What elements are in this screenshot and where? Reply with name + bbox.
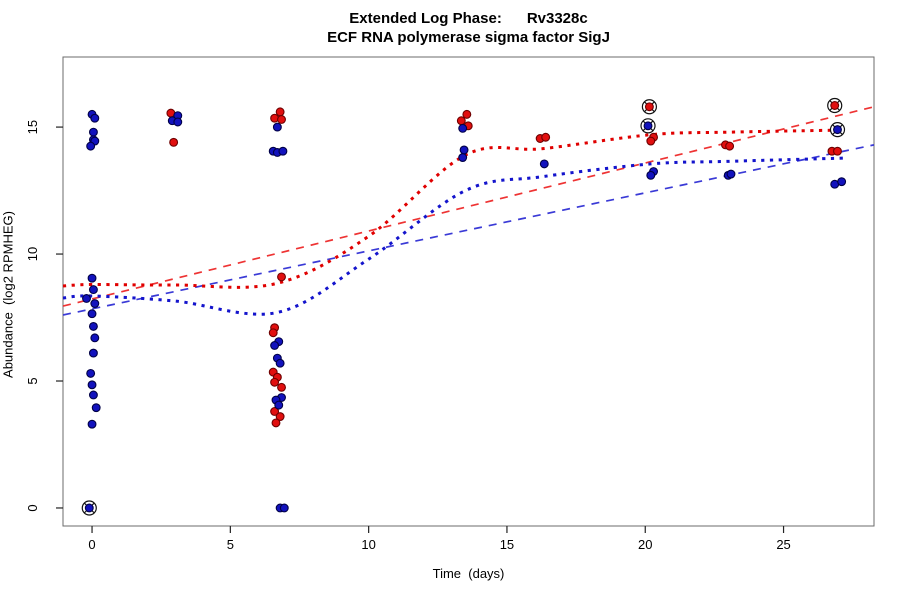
red-replicate-point bbox=[725, 141, 735, 151]
blue-replicate-point bbox=[274, 400, 284, 410]
blue-replicate-point bbox=[88, 348, 98, 358]
outlier-circle-blue-replicate bbox=[829, 122, 846, 138]
blue-replicate-point bbox=[88, 321, 98, 331]
red-replicate-point bbox=[270, 407, 280, 416]
blue-replicate-point bbox=[272, 122, 282, 132]
red-replicate-point bbox=[169, 137, 179, 147]
blue-replicate-circled-point bbox=[833, 125, 842, 135]
x-axis-tick-label: 5 bbox=[227, 537, 234, 552]
red-replicate-point bbox=[271, 418, 281, 428]
red-replicate-point bbox=[268, 328, 278, 338]
blue-replicate-circled-point bbox=[643, 121, 653, 131]
blue-replicate-point bbox=[86, 141, 96, 151]
y-axis-tick-label: 5 bbox=[25, 377, 40, 384]
blue-replicate-point bbox=[459, 145, 469, 155]
red-linear-trend-line bbox=[62, 105, 875, 307]
outlier-circle-blue-replicate bbox=[640, 118, 656, 134]
plot-border bbox=[62, 56, 875, 527]
y-axis-tick-label: 0 bbox=[25, 504, 40, 511]
red-replicate-point bbox=[277, 272, 286, 282]
red-replicate-point bbox=[275, 107, 285, 117]
blue-replicate-point bbox=[278, 146, 288, 156]
x-axis-tick-label: 20 bbox=[638, 537, 652, 552]
x-axis-tick-label: 15 bbox=[500, 537, 514, 552]
blue-replicate-point bbox=[458, 153, 468, 163]
chart-title-line2: ECF RNA polymerase sigma factor SigJ bbox=[327, 29, 610, 46]
blue-replicate-point bbox=[90, 333, 100, 343]
red-replicate-circled-point bbox=[644, 102, 654, 112]
blue-replicate-point bbox=[646, 170, 656, 180]
red-replicate-point bbox=[270, 377, 280, 387]
red-replicate-point bbox=[277, 382, 286, 392]
red-replicate-point bbox=[646, 136, 656, 146]
y-axis-tick-label: 10 bbox=[25, 247, 40, 261]
blue-replicate-point bbox=[86, 368, 96, 378]
red-replicate-point bbox=[275, 412, 285, 422]
blue-replicate-point bbox=[87, 419, 97, 429]
blue-linear-trend-line bbox=[62, 144, 875, 316]
blue-replicate-point bbox=[82, 294, 91, 303]
y-axis-tick-label: 15 bbox=[25, 120, 40, 134]
red-smooth-trend-line bbox=[62, 128, 839, 289]
blue-replicate-point bbox=[458, 123, 468, 133]
red-replicate-point bbox=[462, 109, 472, 119]
outlier-circle-blue-replicate bbox=[81, 500, 97, 516]
blue-replicate-point bbox=[539, 159, 549, 169]
red-replicate-point bbox=[277, 115, 286, 124]
blue-replicate-point bbox=[726, 169, 736, 179]
blue-replicate-point bbox=[270, 341, 280, 350]
red-replicate-point bbox=[541, 132, 551, 142]
blue-replicate-point bbox=[87, 380, 97, 390]
blue-replicate-point bbox=[87, 309, 97, 319]
blue-replicate-point bbox=[90, 299, 100, 309]
chart-title-line1: Extended Log Phase: Rv3328c bbox=[349, 10, 588, 27]
blue-replicate-point bbox=[173, 117, 183, 127]
red-replicate-circled-point bbox=[830, 101, 840, 110]
x-axis-tick-label: 25 bbox=[776, 537, 790, 552]
blue-replicate-point bbox=[88, 390, 98, 400]
blue-replicate-point bbox=[91, 403, 101, 413]
blue-replicate-point bbox=[88, 127, 98, 137]
x-axis-tick-label: 0 bbox=[88, 537, 95, 552]
blue-replicate-point bbox=[275, 358, 285, 368]
blue-replicate-point bbox=[87, 273, 97, 283]
blue-smooth-trend-line bbox=[62, 156, 845, 316]
red-replicate-point bbox=[833, 146, 842, 156]
outlier-circle-red-replicate bbox=[641, 99, 657, 115]
outlier-circle-red-replicate bbox=[827, 97, 843, 114]
blue-replicate-circled-point bbox=[84, 503, 94, 513]
y-axis-title: Abundance (log2 RPMHEG) bbox=[0, 211, 16, 378]
x-axis-tick-label: 10 bbox=[361, 537, 375, 552]
blue-replicate-point bbox=[88, 285, 98, 295]
red-replicate-point bbox=[456, 116, 466, 126]
blue-replicate-point bbox=[837, 177, 847, 187]
blue-replicate-point bbox=[279, 503, 289, 513]
blue-replicate-point bbox=[90, 113, 100, 123]
x-axis-title: Time (days) bbox=[432, 566, 505, 581]
